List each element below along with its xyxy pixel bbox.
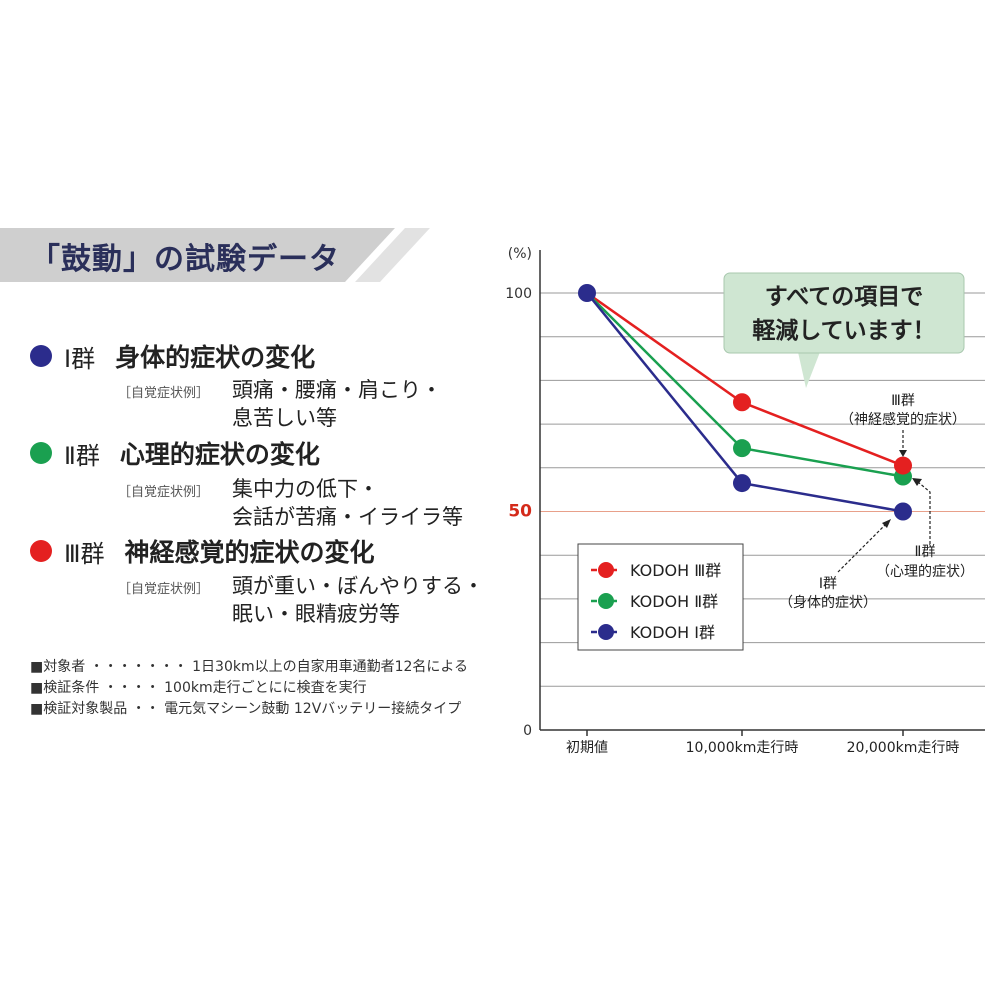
callout-bubble	[723, 272, 965, 354]
group-1: Ⅰ群 身体的症状の変化	[30, 338, 315, 374]
legend-marker	[598, 624, 614, 640]
callout-text: 軽減しています！	[752, 318, 935, 344]
data-point	[894, 502, 912, 521]
legend-marker	[598, 593, 614, 609]
legend-marker	[598, 562, 614, 578]
legend-label: KODOH Ⅲ群	[630, 561, 721, 580]
group-2: Ⅱ群 心理的症状の変化	[30, 435, 320, 471]
y-tick-label: 100	[505, 286, 532, 302]
group-1-roman: Ⅰ群	[64, 344, 96, 373]
group-3-example-line-1: 頭が重い・ぼんやりする・	[232, 574, 484, 598]
annotation-2-desc: （心理的症状）	[876, 564, 974, 580]
group-3-roman: Ⅲ群	[64, 539, 105, 568]
banner-background	[0, 228, 430, 282]
annotation-2-leader	[917, 481, 931, 544]
group-1-title: 身体的症状の変化	[115, 343, 316, 372]
group-1-example-line-2: 息苦しい等	[232, 406, 337, 430]
annotation-1-desc: （身体的症状）	[779, 595, 877, 611]
group-2-example-line-2: 会話が苦痛・イライラ等	[232, 505, 463, 529]
x-tick-label: 20,000km走行時	[847, 740, 960, 756]
notes: ■対象者 ・・・・・・・ 1日30km以上の自家用車通勤者12名による ■検証条…	[30, 656, 468, 719]
group-2-dot	[30, 442, 52, 464]
y-tick-label: 0	[523, 723, 532, 739]
annotation-1-leader	[837, 523, 887, 573]
annotation-1-label: Ⅰ群	[819, 576, 837, 592]
group-3-dot	[30, 540, 52, 562]
callout-text: すべての項目で	[765, 284, 923, 310]
annotation-3-desc: （神経感覚的症状）	[840, 411, 966, 428]
note-conditions: ■検証条件 ・・・・ 100km走行ごとにに検査を実行	[30, 680, 367, 696]
title-banner: 「鼓動」の試験データ	[0, 228, 430, 282]
data-point	[733, 439, 751, 458]
group-3-example-line-2: 眠い・眼精疲労等	[232, 602, 400, 626]
group-2-example-line-1: 集中力の低下・	[232, 477, 379, 501]
annotation-2-arrow	[912, 478, 922, 486]
group-2-title: 心理的症状の変化	[119, 440, 320, 469]
group-2-roman: Ⅱ群	[64, 441, 100, 470]
data-point	[733, 474, 751, 493]
note-product: ■検証対象製品 ・・ 電元気マシーン鼓動 12Vバッテリー接続タイプ	[30, 701, 462, 717]
note-subjects: ■対象者 ・・・・・・・ 1日30km以上の自家用車通勤者12名による	[30, 659, 468, 675]
legend-label: KODOH Ⅰ群	[630, 623, 715, 642]
data-point	[578, 284, 596, 302]
annotation-3-arrow	[899, 450, 907, 457]
group-1-example-line-1: 頭痛・腰痛・肩こり・	[232, 378, 442, 402]
y-unit-label: (%)	[508, 246, 532, 262]
group-1-dot	[30, 345, 52, 367]
group-2-example-label: ［自覚症状例］	[118, 485, 210, 500]
banner-title: 「鼓動」の試験データ	[30, 242, 340, 277]
callout-tail	[798, 352, 820, 388]
x-tick-label: 初期値	[566, 739, 608, 756]
x-tick-label: 10,000km走行時	[686, 740, 799, 756]
annotation-2-label: Ⅱ群	[915, 544, 936, 560]
annotation-1-arrow	[882, 519, 891, 528]
group-3: Ⅲ群 神経感覚的症状の変化	[30, 533, 375, 569]
group-3-title: 神経感覚的症状の変化	[124, 538, 375, 567]
y-tick-label: 50	[508, 502, 532, 522]
group-1-example-label: ［自覚症状例］	[118, 386, 210, 401]
group-3-example-label: ［自覚症状例］	[118, 582, 210, 597]
legend-label: KODOH Ⅱ群	[630, 592, 718, 611]
annotation-3-label: Ⅲ群	[891, 393, 915, 409]
data-point	[894, 456, 912, 475]
data-point	[733, 393, 751, 412]
